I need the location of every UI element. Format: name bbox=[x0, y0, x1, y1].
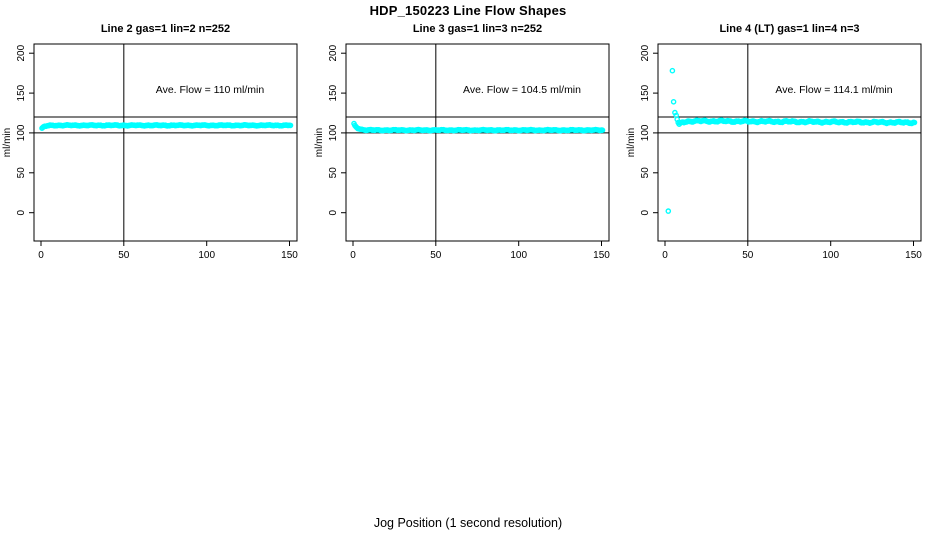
y-tick-label: 150 bbox=[640, 84, 651, 101]
plot-box bbox=[33, 43, 298, 242]
x-tick-label: 0 bbox=[38, 250, 44, 261]
y-axis-label: ml/min bbox=[2, 128, 13, 157]
x-tick-label: 0 bbox=[662, 250, 668, 261]
y-tick-label: 200 bbox=[640, 44, 651, 61]
x-tick-label: 150 bbox=[593, 250, 610, 261]
ave-flow-annotation: Ave. Flow = 110 ml/min bbox=[156, 84, 265, 96]
y-tick-label: 0 bbox=[328, 209, 339, 215]
plot-box bbox=[345, 43, 610, 242]
data-point bbox=[911, 119, 918, 126]
y-tick-label: 50 bbox=[640, 167, 651, 179]
y-tick-label: 200 bbox=[328, 44, 339, 61]
x-tick-label: 150 bbox=[281, 250, 298, 261]
plot-box bbox=[657, 43, 922, 242]
y-tick-label: 0 bbox=[640, 209, 651, 215]
data-point bbox=[669, 67, 676, 74]
flow-panel-line4: Line 4 (LT) gas=1 lin=4 n=3 0 50 100 150 0 50 1… bbox=[626, 23, 922, 261]
y-tick-label: 50 bbox=[16, 167, 27, 179]
panel-title: Line 3 gas=1 lin=3 n=252 bbox=[413, 23, 542, 35]
ave-flow-annotation: Ave. Flow = 114.1 ml/min bbox=[775, 84, 892, 96]
data-point bbox=[670, 99, 677, 105]
y-tick-label: 150 bbox=[328, 84, 339, 101]
chart-title: HDP_150223 Line Flow Shapes bbox=[369, 3, 567, 18]
data-point bbox=[599, 127, 606, 133]
y-tick-label: 100 bbox=[16, 124, 27, 141]
ave-flow-annotation: Ave. Flow = 104.5 ml/min bbox=[463, 84, 581, 96]
flow-panel-line3: Line 3 gas=1 lin=3 n=252 0 50 100 150 0 50 100 1… bbox=[314, 23, 610, 261]
x-tick-label: 50 bbox=[430, 250, 442, 261]
x-tick-label: 100 bbox=[822, 250, 839, 261]
x-tick-label: 100 bbox=[198, 250, 215, 261]
x-tick-label: 150 bbox=[905, 250, 922, 261]
panel-title: Line 4 (LT) gas=1 lin=4 n=3 bbox=[719, 23, 859, 35]
y-tick-label: 0 bbox=[16, 209, 27, 215]
x-axis-label: Jog Position (1 second resolution) bbox=[373, 516, 563, 530]
flow-panel-line2: Line 2 gas=1 lin=2 n=252 0 50 100 150 0 50 100 1… bbox=[2, 23, 298, 261]
data-point bbox=[287, 122, 294, 129]
y-tick-label: 100 bbox=[640, 124, 651, 141]
y-tick-label: 100 bbox=[328, 124, 339, 141]
y-tick-label: 200 bbox=[16, 44, 27, 61]
y-tick-label: 50 bbox=[328, 167, 339, 179]
y-axis-label: ml/min bbox=[626, 128, 637, 157]
x-tick-label: 0 bbox=[350, 250, 356, 261]
x-tick-label: 50 bbox=[742, 250, 754, 261]
y-axis-label: ml/min bbox=[314, 128, 325, 157]
x-tick-label: 100 bbox=[510, 250, 527, 261]
y-tick-label: 150 bbox=[16, 84, 27, 101]
x-tick-label: 50 bbox=[118, 250, 130, 261]
data-point bbox=[665, 208, 672, 214]
panel-title: Line 2 gas=1 lin=2 n=252 bbox=[101, 23, 230, 35]
